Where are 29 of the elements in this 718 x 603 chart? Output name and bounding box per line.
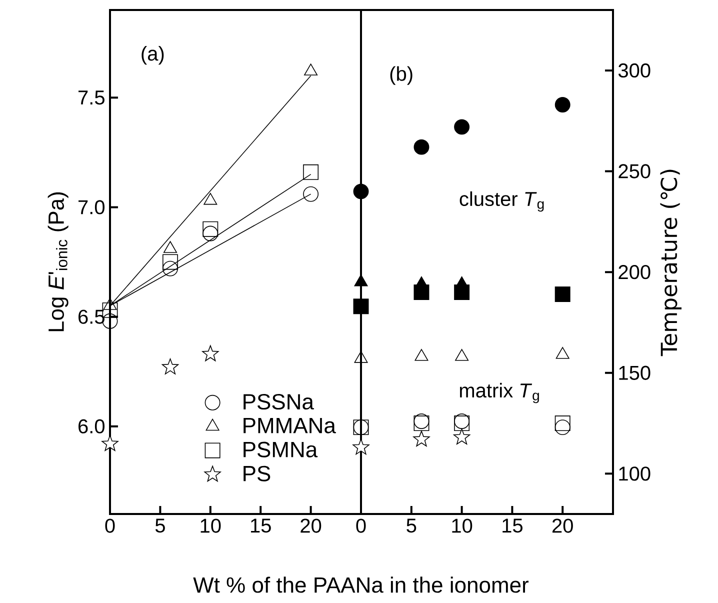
x-tick-label: 0 <box>105 518 115 533</box>
y-tick-label: 250 <box>618 164 650 178</box>
annotation: (a) <box>142 46 164 65</box>
x-tick-label: 5 <box>155 518 165 533</box>
y-tick-label: 300 <box>618 63 650 78</box>
x-tick-label: 5 <box>406 518 416 533</box>
y-axis-title: Log E'$_{ionic}$ (Pa) <box>48 192 68 332</box>
annotation: matrix T$_{g}$ <box>460 382 539 404</box>
legend-label: PMMANa <box>244 418 336 434</box>
y-tick-label: 6.0 <box>78 419 104 434</box>
y-tick-label: 7.5 <box>78 90 104 105</box>
x-tick-label: 10 <box>200 518 221 533</box>
x-tick-label: 20 <box>300 518 322 533</box>
y-axis-title: Temperature (℃) <box>660 170 682 356</box>
annotation: cluster T$_{g}$ <box>460 191 544 212</box>
annotation: (b) <box>390 66 412 85</box>
legend-label: PSMNa <box>244 442 318 458</box>
x-tick-label: 0 <box>356 518 366 533</box>
x-tick-label: 10 <box>452 518 472 533</box>
x-tick-label: 20 <box>552 518 573 533</box>
y-tick-label: 150 <box>619 366 650 380</box>
y-tick-label: 100 <box>619 466 650 481</box>
legend-label: PS <box>244 466 270 482</box>
y-tick-label: 200 <box>618 264 650 280</box>
x-axis-title: Wt % of the PAANa in the ionomer <box>193 576 529 593</box>
x-tick-label: 15 <box>251 518 271 533</box>
y-tick-label: 7.0 <box>78 200 104 214</box>
x-tick-label: 15 <box>502 518 522 533</box>
legend-label: PSSNa <box>244 394 314 410</box>
